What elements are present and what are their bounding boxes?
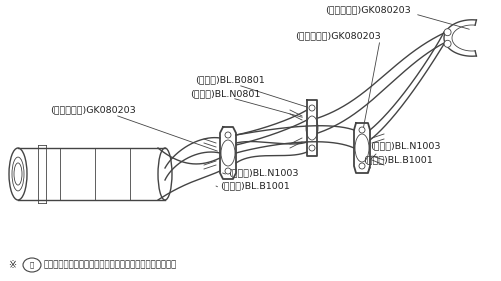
Ellipse shape: [225, 168, 231, 174]
Text: テールロゴはイラストの正面に対して反対面になります。: テールロゴはイラストの正面に対して反対面になります。: [44, 260, 177, 269]
Text: (ナット)BL.N1003: (ナット)BL.N1003: [370, 141, 440, 150]
Ellipse shape: [359, 163, 365, 169]
Ellipse shape: [359, 127, 365, 133]
Text: (ボルト)BL.B1001: (ボルト)BL.B1001: [363, 155, 433, 164]
Text: (ボルト)BL.B0801: (ボルト)BL.B0801: [195, 75, 265, 84]
Text: (ナット)BL.N1003: (ナット)BL.N1003: [228, 168, 299, 177]
Ellipse shape: [444, 40, 451, 47]
Text: ※: ※: [8, 260, 16, 270]
Text: (ガスケット)GK080203: (ガスケット)GK080203: [325, 5, 411, 14]
Ellipse shape: [309, 145, 315, 151]
Ellipse shape: [444, 29, 451, 36]
Ellipse shape: [309, 105, 315, 111]
Ellipse shape: [225, 132, 231, 138]
Text: 柿: 柿: [30, 262, 34, 268]
Text: (ナット)BL.N0801: (ナット)BL.N0801: [190, 89, 261, 98]
Text: (ボルト)BL.B1001: (ボルト)BL.B1001: [220, 181, 290, 190]
Text: (ガスケット)GK080203: (ガスケット)GK080203: [50, 105, 136, 114]
Text: (ガスケット)GK080203: (ガスケット)GK080203: [295, 31, 381, 40]
